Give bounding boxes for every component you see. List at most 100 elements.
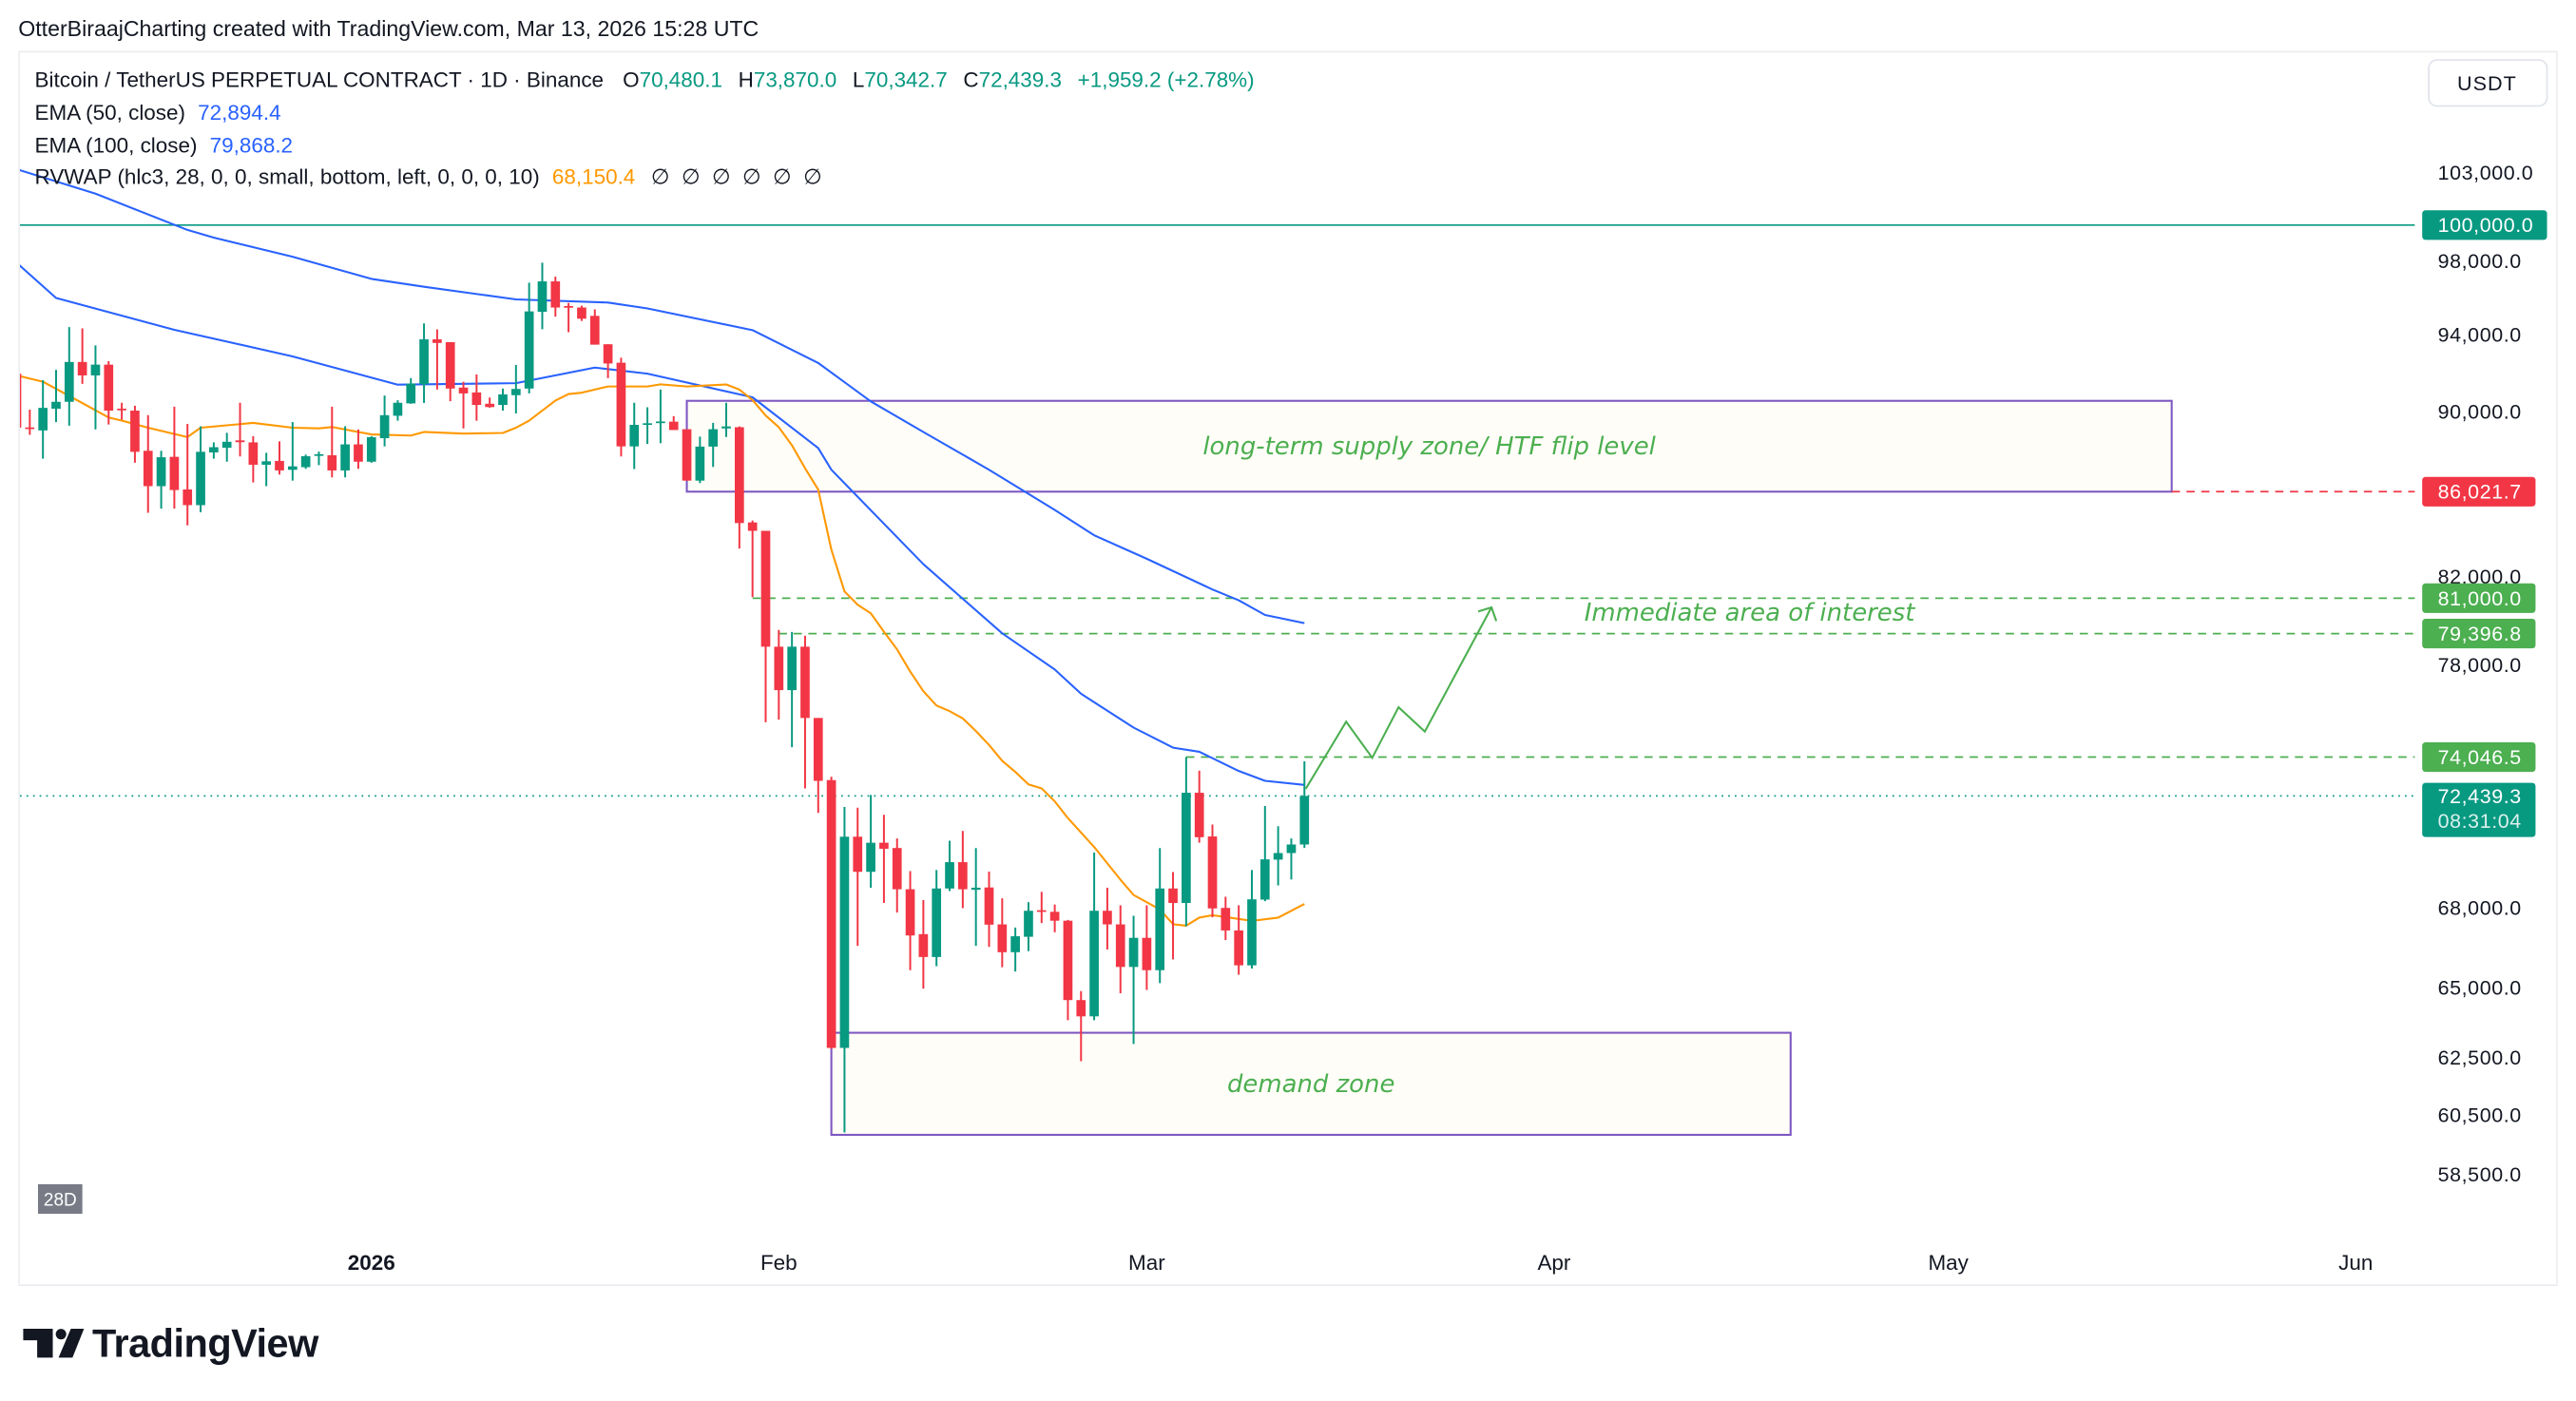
projection-path-arrow[interactable] xyxy=(1304,606,1493,790)
candle-bearish[interactable] xyxy=(1207,824,1218,918)
candle-bearish[interactable] xyxy=(183,423,193,526)
candle-bullish[interactable] xyxy=(1286,838,1297,880)
candle-bearish[interactable] xyxy=(735,426,744,549)
candle-bullish[interactable] xyxy=(787,631,797,748)
candle-bearish[interactable] xyxy=(1036,892,1047,924)
candle-bullish[interactable] xyxy=(695,436,705,484)
candle-bearish[interactable] xyxy=(997,898,1008,968)
candle-bearish[interactable] xyxy=(1234,905,1243,975)
candle-bearish[interactable] xyxy=(918,900,929,989)
candle-bearish[interactable] xyxy=(235,402,245,457)
candle-bullish[interactable] xyxy=(498,388,508,412)
candle-bullish[interactable] xyxy=(1128,915,1139,1045)
candle-bullish[interactable] xyxy=(379,395,390,447)
legend-symbol[interactable]: Bitcoin / TetherUS PERPETUAL CONTRACT · … xyxy=(35,68,605,92)
candle-bearish[interactable] xyxy=(589,309,600,345)
candle-bearish[interactable] xyxy=(826,777,836,1049)
candle-bullish[interactable] xyxy=(419,323,429,403)
zone-demand[interactable] xyxy=(830,1031,1792,1137)
candle-bearish[interactable] xyxy=(892,838,902,913)
candle-bearish[interactable] xyxy=(12,374,22,430)
candle-bearish[interactable] xyxy=(445,342,455,402)
legend-rvwap-row[interactable]: RVWAP (hlc3, 28, 0, 0, small, bottom, le… xyxy=(35,165,822,189)
candle-bearish[interactable] xyxy=(682,429,692,481)
candle-bearish[interactable] xyxy=(104,361,114,425)
candle-bearish[interactable] xyxy=(471,374,482,421)
candle-bullish[interactable] xyxy=(1299,760,1310,849)
candle-bearish[interactable] xyxy=(958,831,968,909)
candle-bearish[interactable] xyxy=(1142,905,1152,990)
candle-bearish[interactable] xyxy=(550,277,561,317)
candle-bearish[interactable] xyxy=(616,357,626,457)
ema-50-line[interactable] xyxy=(17,262,1305,786)
interval-badge[interactable]: 28D xyxy=(37,1183,83,1215)
candle-bullish[interactable] xyxy=(866,795,875,888)
candle-bearish[interactable] xyxy=(327,406,337,478)
candle-bearish[interactable] xyxy=(77,328,87,384)
candle-bearish[interactable] xyxy=(143,414,153,513)
legend-ema100-row[interactable]: EMA (100, close) 79,868.2 xyxy=(35,134,294,158)
candle-bearish[interactable] xyxy=(577,305,586,321)
candle-bearish[interactable] xyxy=(485,397,495,408)
candle-bullish[interactable] xyxy=(1089,852,1099,1021)
candle-bullish[interactable] xyxy=(300,454,311,470)
candle-bullish[interactable] xyxy=(314,451,324,466)
candle-bearish[interactable] xyxy=(905,871,915,970)
candle-bullish[interactable] xyxy=(406,377,416,404)
candle-bullish[interactable] xyxy=(839,807,850,1133)
candle-bearish[interactable] xyxy=(603,344,613,378)
candle-bullish[interactable] xyxy=(261,452,272,487)
candle-bearish[interactable] xyxy=(853,807,863,947)
zone-supply[interactable] xyxy=(685,399,2173,493)
candle-bullish[interactable] xyxy=(340,426,350,478)
candle-bullish[interactable] xyxy=(708,422,719,468)
candle-bullish[interactable] xyxy=(524,282,534,393)
candle-bullish[interactable] xyxy=(1247,870,1257,969)
candle-bullish[interactable] xyxy=(51,370,61,423)
candle-bullish[interactable] xyxy=(64,327,74,426)
candle-bearish[interactable] xyxy=(879,815,889,904)
candle-bullish[interactable] xyxy=(629,402,640,470)
candle-bearish[interactable] xyxy=(800,635,810,789)
candle-bullish[interactable] xyxy=(196,426,205,512)
candle-bullish[interactable] xyxy=(643,407,652,445)
candle-bearish[interactable] xyxy=(248,435,259,483)
candle-bullish[interactable] xyxy=(537,262,548,330)
candle-bullish[interactable] xyxy=(971,848,981,947)
candle-bearish[interactable] xyxy=(813,718,823,814)
candle-bearish[interactable] xyxy=(354,429,363,470)
candle-bearish[interactable] xyxy=(1049,904,1060,932)
candle-bearish[interactable] xyxy=(1168,872,1178,960)
candle-bullish[interactable] xyxy=(156,451,166,509)
candle-bullish[interactable] xyxy=(393,400,403,421)
candle-bearish[interactable] xyxy=(25,410,35,435)
time-axis[interactable]: 2026 Feb Mar Apr May Jun xyxy=(348,1251,2374,1275)
annotation-immediate-area[interactable]: Immediate area of interest xyxy=(1585,599,1915,627)
candle-bullish[interactable] xyxy=(1010,927,1020,972)
candle-bearish[interactable] xyxy=(1194,770,1204,843)
candle-bullish[interactable] xyxy=(1155,848,1165,984)
price-pane[interactable]: long-term supply zone/ HTF flip level dem… xyxy=(12,168,2415,1137)
candle-bullish[interactable] xyxy=(90,345,101,430)
candle-bearish[interactable] xyxy=(668,415,679,431)
candle-bullish[interactable] xyxy=(38,380,48,459)
candle-bullish[interactable] xyxy=(1273,826,1283,886)
candle-bullish[interactable] xyxy=(287,422,298,481)
candle-bullish[interactable] xyxy=(510,365,521,413)
rvwap-line[interactable] xyxy=(17,374,1305,927)
candle-bearish[interactable] xyxy=(433,329,442,390)
candle-bearish[interactable] xyxy=(984,871,994,948)
candle-bullish[interactable] xyxy=(366,435,376,463)
candle-bearish[interactable] xyxy=(130,405,140,463)
price-axis[interactable]: 103,000.098,000.094,000.090,000.082,000.… xyxy=(2438,162,2534,1186)
candle-bearish[interactable] xyxy=(760,530,771,722)
candle-bearish[interactable] xyxy=(169,406,180,509)
candle-bearish[interactable] xyxy=(1076,990,1086,1062)
candle-bullish[interactable] xyxy=(1259,805,1270,902)
candle-bullish[interactable] xyxy=(221,432,232,462)
candle-bullish[interactable] xyxy=(656,389,665,444)
candle-bullish[interactable] xyxy=(721,402,731,437)
candle-bearish[interactable] xyxy=(564,302,573,333)
candle-bearish[interactable] xyxy=(747,520,758,598)
candle-bullish[interactable] xyxy=(1024,902,1033,951)
